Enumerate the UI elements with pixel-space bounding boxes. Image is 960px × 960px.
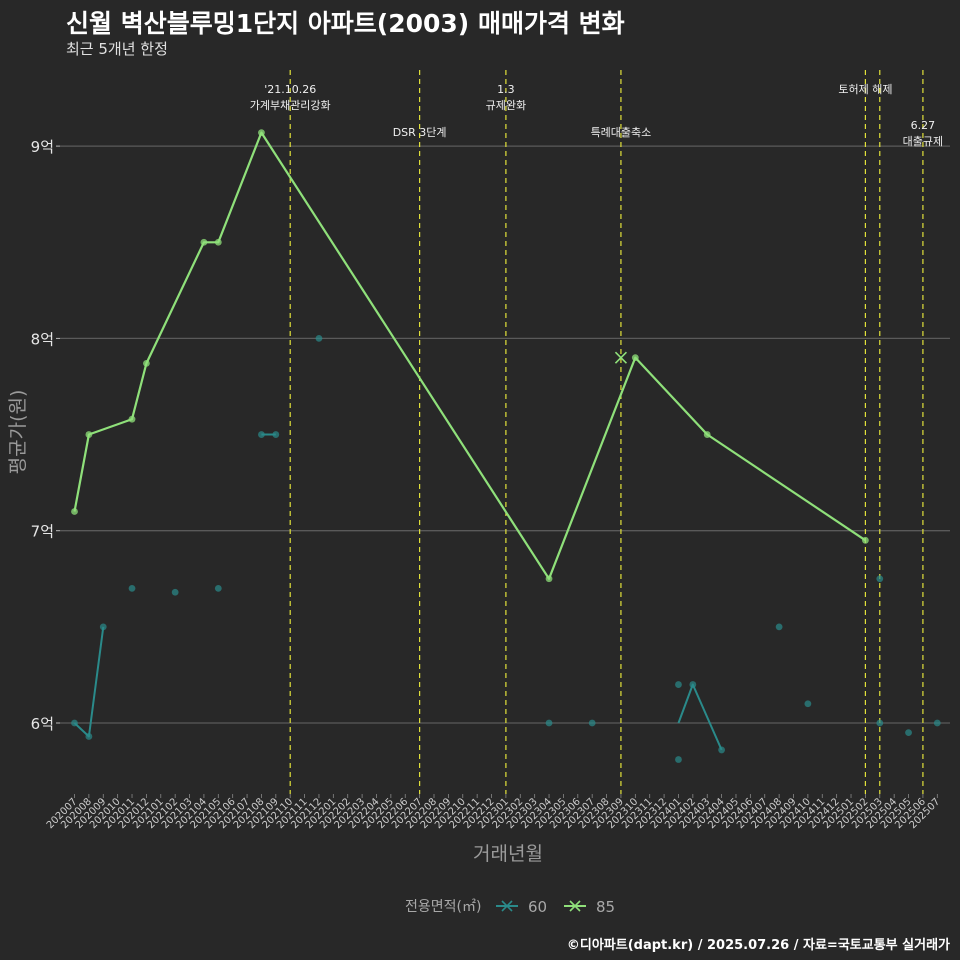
point-60-4 [171, 588, 179, 596]
cross-marker-85 [614, 351, 628, 364]
point-60-5 [214, 584, 222, 592]
point-85-5 [214, 238, 222, 246]
event-label-3-0: 특례대출축소 [591, 126, 652, 139]
point-60-13 [689, 681, 697, 688]
point-85-7 [545, 575, 553, 583]
event-label-6-0: 6.27 [911, 119, 936, 132]
point-60-3 [128, 584, 136, 592]
point-85-9 [703, 431, 711, 438]
event-label-1-0: DSR 3단계 [393, 126, 447, 139]
point-60-1 [85, 733, 93, 740]
point-60-0 [71, 719, 78, 727]
point-85-3 [143, 359, 150, 367]
point-85-0 [71, 508, 78, 515]
point-60-14 [718, 746, 725, 754]
ytick-label-1: 7억 [31, 523, 54, 541]
chart-title: 신월 벽산블루밍1단지 아파트(2003) 매매가격 변화 [66, 9, 625, 38]
legend-marker-60 [501, 900, 513, 912]
event-label-0-1: 가계부채관리강화 [250, 99, 331, 112]
point-60-17 [876, 575, 884, 583]
point-60-11 [675, 681, 682, 688]
ytick-label-2: 8억 [31, 330, 54, 348]
ytick-label-3: 9억 [31, 138, 54, 156]
point-60-15 [775, 623, 783, 631]
point-60-6 [258, 431, 265, 438]
point-60-10 [588, 719, 596, 727]
point-60-7 [272, 431, 280, 438]
event-label-6-1: 대출규제 [903, 135, 943, 148]
event-label-0-0: '21.10.26 [264, 83, 316, 96]
point-60-18 [876, 719, 884, 727]
point-85-8 [631, 354, 639, 362]
series-60-line3 [677, 683, 723, 751]
point-85-1 [85, 431, 93, 438]
legend-marker-85 [569, 900, 581, 912]
event-label-2-1: 규제완화 [486, 99, 526, 112]
series-60-line [73, 626, 105, 738]
point-85-2 [128, 415, 136, 423]
source-caption: ©디아파트(dapt.kr) / 2025.07.26 / 자료=국토교통부 실… [566, 938, 950, 953]
legend-label-60: 60 [528, 898, 547, 916]
legend-label-85: 85 [596, 898, 615, 916]
event-label-4-0: 토허제 해제 [838, 82, 892, 96]
point-60-8 [315, 335, 323, 342]
x-axis-title: 거래년월 [473, 843, 543, 865]
point-85-10 [862, 536, 869, 544]
ytick-label-0: 6억 [31, 715, 54, 733]
point-60-16 [804, 700, 812, 708]
legend-title: 전용면적(㎡) [405, 899, 481, 915]
point-85-6 [258, 129, 265, 137]
point-60-2 [99, 623, 107, 631]
point-85-4 [200, 238, 208, 246]
point-60-12 [675, 756, 682, 763]
y-axis-title: 평균가(원) [7, 390, 29, 475]
series-85-line [73, 131, 867, 580]
point-60-9 [545, 719, 553, 727]
point-60-20 [933, 719, 941, 727]
chart-subtitle: 최근 5개년 한정 [66, 40, 168, 58]
event-label-2-0: 1.3 [497, 83, 515, 96]
point-60-19 [905, 729, 912, 737]
